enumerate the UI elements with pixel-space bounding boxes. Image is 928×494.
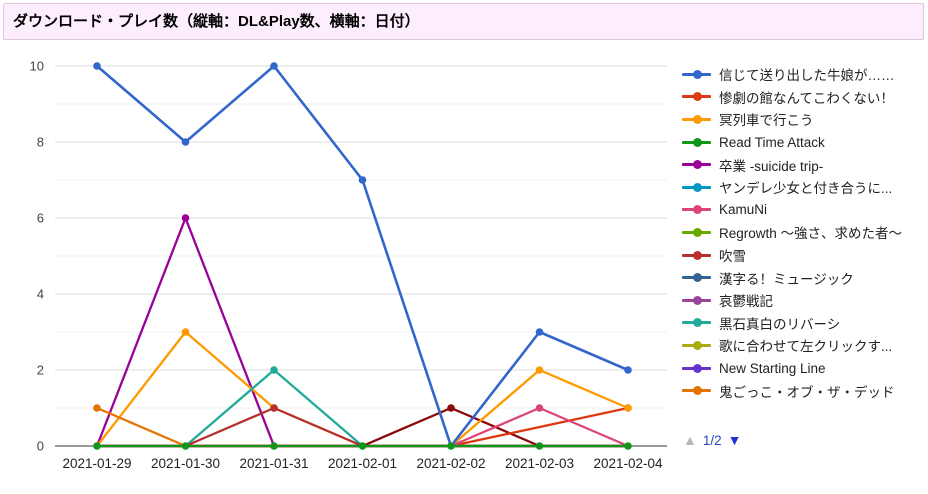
legend-label: 卒業 -suicide trip- [719, 158, 824, 174]
legend-item: 惨劇の館なんてこわくない！ [682, 86, 926, 109]
legend-item: 哀鬱戦記 [682, 289, 926, 312]
y-axis-label: 0 [37, 439, 44, 454]
series-point[interactable] [624, 442, 632, 450]
x-axis-label: 2021-01-29 [62, 456, 131, 471]
legend-label: ヤンデレ少女と付き合うに... [719, 181, 893, 197]
series-line-1[interactable] [95, 406, 630, 448]
series-point[interactable] [535, 404, 544, 412]
legend-series-marker-icon [682, 295, 711, 305]
x-axis-label: 2021-02-02 [416, 456, 485, 471]
legend-item: 鬼ごっこ・オブ・ザ・デッド [682, 379, 926, 402]
legend-item: 漢字る！ミュージック [682, 266, 926, 289]
legend: 信じて送り出した牛娘が…… 惨劇の館なんてこわくない！ 冥列車で行こう Read Ti… [682, 63, 926, 402]
series-point[interactable] [181, 442, 190, 450]
legend-label: KamuNi [719, 202, 768, 218]
legend-item: 黒石真白のリバーシ [682, 312, 926, 335]
y-axis-label: 10 [30, 59, 44, 74]
x-axis-label: 2021-01-30 [151, 456, 220, 471]
x-axis-label: 2021-02-04 [593, 456, 663, 471]
chart-title: ダウンロード・プレイ数（縦軸：DL&Play数、横軸：日付） [3, 3, 924, 40]
x-axis-label: 2021-02-03 [505, 456, 574, 471]
series-point[interactable] [624, 404, 632, 412]
series-point[interactable] [624, 366, 632, 374]
legend-page-up-icon[interactable]: ▲ [683, 432, 697, 448]
legend-series-marker-icon [682, 92, 711, 102]
series-point[interactable] [270, 404, 278, 412]
series-point[interactable] [93, 404, 101, 412]
series-line-6[interactable] [95, 406, 630, 448]
legend-page-indicator: 1/2 [702, 432, 722, 448]
legend-pagination: ▲ 1/2 ▼ [683, 431, 742, 449]
legend-series-marker-icon [682, 318, 711, 328]
series-point[interactable] [447, 442, 455, 450]
legend-label: 惨劇の館なんてこわくない！ [719, 90, 894, 106]
legend-item: New Starting Line [682, 357, 926, 380]
legend-item: Read Time Attack [682, 131, 926, 154]
legend-label: Read Time Attack [719, 134, 825, 150]
series-line-15[interactable] [95, 406, 630, 448]
series-point[interactable] [535, 366, 544, 374]
series-line-8[interactable] [95, 406, 630, 448]
legend-item: 卒業 -suicide trip- [682, 153, 926, 176]
legend-label: 鬼ごっこ・オブ・ザ・デッド [719, 384, 895, 400]
legend-series-marker-icon [682, 160, 711, 170]
legend-item: 吹雪 [682, 244, 926, 267]
legend-series-marker-icon [682, 182, 711, 192]
legend-label: Regrowth ～強さ、求めた者～ [719, 226, 903, 242]
legend-series-marker-icon [682, 114, 711, 124]
legend-item: KamuNi [682, 199, 926, 222]
series-point[interactable] [181, 328, 190, 336]
series-point[interactable] [270, 366, 278, 374]
legend-label: New Starting Line [719, 360, 826, 376]
series-point[interactable] [270, 62, 278, 70]
legend-label: 哀鬱戦記 [719, 294, 773, 310]
series-point[interactable] [447, 404, 455, 412]
series-point[interactable] [270, 442, 278, 450]
legend-item: ヤンデレ少女と付き合うに... [682, 176, 926, 199]
series-point[interactable] [535, 442, 544, 450]
legend-label: 吹雪 [719, 249, 746, 265]
series-point[interactable] [358, 176, 367, 184]
legend-series-marker-icon [682, 205, 711, 215]
legend-series-marker-icon [682, 69, 711, 79]
y-axis-label: 8 [37, 135, 44, 150]
y-axis-label: 6 [37, 211, 44, 226]
legend-page-down-icon[interactable]: ▼ [727, 432, 742, 448]
series-point[interactable] [181, 214, 190, 222]
legend-series-marker-icon [682, 386, 711, 396]
legend-series-marker-icon [682, 227, 711, 237]
series-point[interactable] [93, 62, 101, 70]
legend-label: 黒石真白のリバーシ [719, 316, 841, 332]
y-axis-label: 2 [37, 363, 44, 378]
legend-label: 冥列車で行こう [719, 113, 814, 129]
legend-series-marker-icon [682, 250, 711, 260]
x-axis-label: 2021-02-01 [328, 456, 397, 471]
series-point[interactable] [93, 442, 101, 450]
series-point[interactable] [181, 138, 190, 146]
legend-series-marker-icon [682, 137, 711, 147]
y-axis-label: 4 [37, 287, 44, 302]
legend-series-marker-icon [682, 273, 711, 283]
series-point[interactable] [358, 442, 367, 450]
legend-series-marker-icon [682, 363, 711, 373]
legend-series-marker-icon [682, 340, 711, 350]
legend-item: 冥列車で行こう [682, 108, 926, 131]
legend-item: 信じて送り出した牛娘が…… [682, 63, 926, 86]
legend-label: 漢字る！ミュージック [719, 271, 854, 287]
legend-label: 歌に合わせて左クリックす... [719, 339, 893, 355]
legend-label: 信じて送り出した牛娘が…… [719, 68, 895, 84]
series-line-14[interactable] [95, 406, 630, 448]
legend-item: 歌に合わせて左クリックす... [682, 334, 926, 357]
x-axis-label: 2021-01-31 [239, 456, 308, 471]
legend-item: Regrowth ～強さ、求めた者～ [682, 221, 926, 244]
series-point[interactable] [535, 328, 544, 336]
series-line-2[interactable] [95, 330, 630, 448]
